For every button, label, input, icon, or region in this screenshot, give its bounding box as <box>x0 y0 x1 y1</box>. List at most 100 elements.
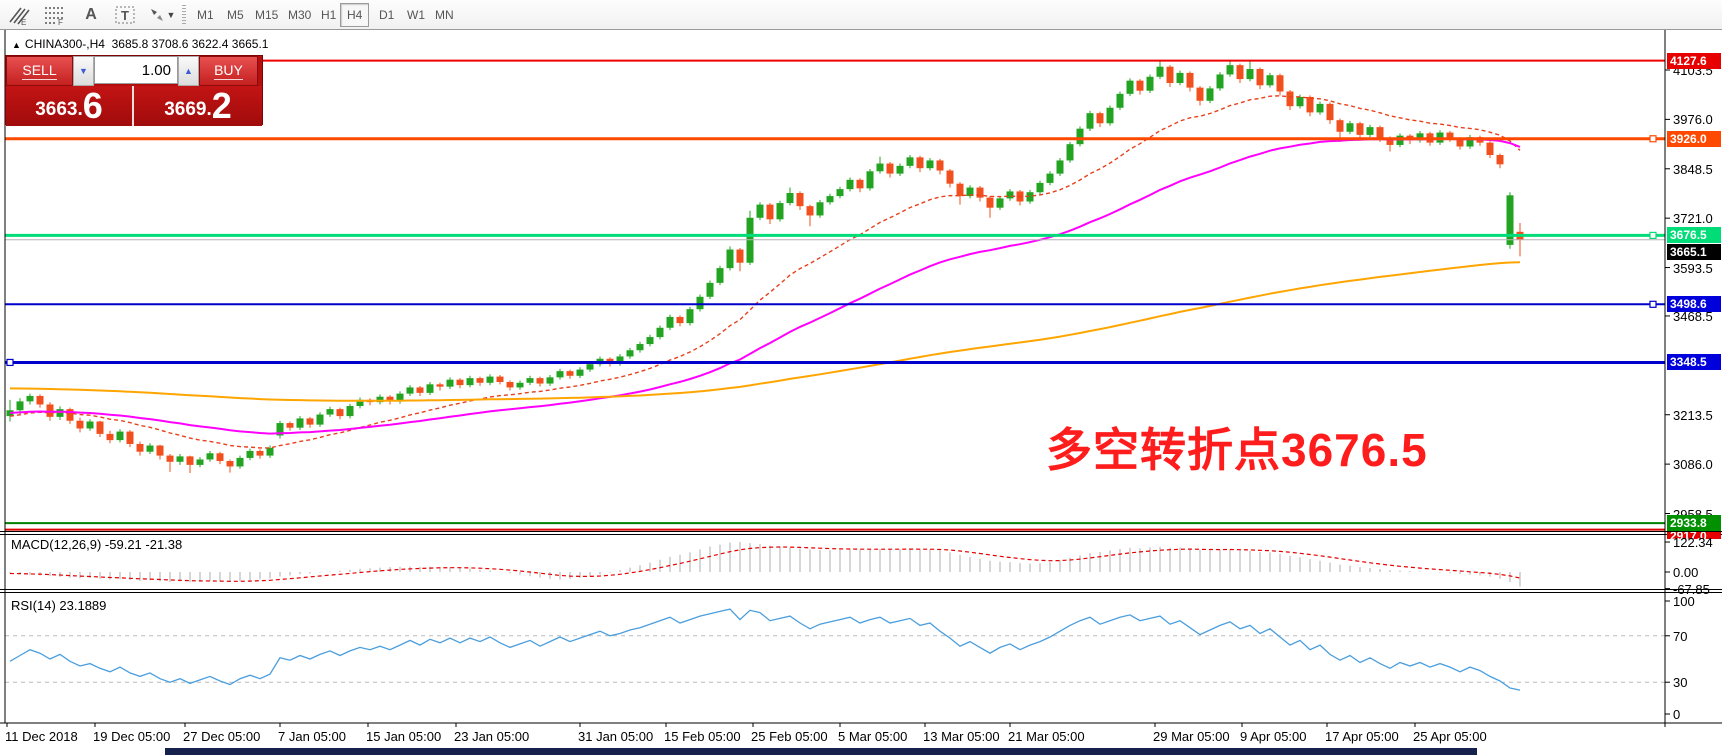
candle-body <box>376 396 384 403</box>
timeframe-button-mn[interactable]: MN <box>435 8 454 22</box>
price-badge-3926.0: 3926.0 <box>1667 130 1721 147</box>
fibonacci-tool-icon[interactable]: F <box>42 3 68 26</box>
hline-handle[interactable] <box>6 358 14 367</box>
arrow-tool-icon[interactable] <box>144 3 170 26</box>
candle-body <box>946 170 954 184</box>
candle-body <box>1216 74 1224 89</box>
candle-body <box>996 198 1004 208</box>
candle-body <box>166 455 174 462</box>
time-axis-label: 15 Feb 05:00 <box>664 729 741 744</box>
candle-body <box>476 378 484 383</box>
timeframe-button-d1[interactable]: D1 <box>379 8 395 22</box>
svg-text:E: E <box>21 18 26 26</box>
pitchfork-tool-icon[interactable]: E <box>6 3 32 26</box>
rsi-scale-label: 70 <box>1673 628 1688 644</box>
candle-body <box>86 421 94 429</box>
candle-body <box>36 395 44 405</box>
candle-body <box>1196 87 1204 101</box>
timeframe-button-m1[interactable]: M1 <box>197 8 214 22</box>
time-axis-label: 5 Mar 05:00 <box>838 729 908 744</box>
candle-body <box>126 431 134 444</box>
candle-body <box>1456 138 1464 147</box>
mid-ma-line <box>9 138 1521 435</box>
candle-body <box>426 384 434 393</box>
hline-handle[interactable] <box>1649 300 1657 308</box>
timeframe-button-w1[interactable]: W1 <box>407 8 425 22</box>
candle-body <box>656 327 664 338</box>
volume-decrease-button[interactable]: ▼ <box>73 56 94 86</box>
time-axis-label: 9 Apr 05:00 <box>1240 729 1307 744</box>
candle-body <box>326 409 334 415</box>
buy-price-button[interactable]: 3669. 2 <box>134 86 262 126</box>
rsi-indicator-label: RSI(14) 23.1889 <box>11 598 107 613</box>
hline-handle[interactable] <box>1649 135 1657 143</box>
sell-price-button[interactable]: 3663. 6 <box>6 86 134 126</box>
candle-body <box>636 344 644 351</box>
candle-body <box>626 350 634 357</box>
candle-body <box>916 157 924 169</box>
buy-price: 3669 <box>164 99 207 120</box>
label-tool-icon[interactable]: T <box>112 3 138 26</box>
timeframe-button-h4[interactable]: H4 <box>340 3 370 27</box>
candle-body <box>416 387 424 393</box>
volume-increase-button[interactable]: ▲ <box>178 56 199 86</box>
buy-price-pips: 2 <box>211 85 232 126</box>
candle-body <box>1226 65 1234 75</box>
candle-body <box>536 378 544 384</box>
candle-body <box>1056 160 1064 174</box>
candle-body <box>816 202 824 216</box>
time-axis-label: 7 Jan 05:00 <box>278 729 346 744</box>
price-badge-3665.1: 3665.1 <box>1667 244 1721 261</box>
candle-body <box>1096 113 1104 124</box>
candle-body <box>726 249 734 269</box>
candle-body <box>76 420 84 429</box>
candle-body <box>206 453 214 460</box>
price-badge-3348.5: 3348.5 <box>1667 354 1721 371</box>
rsi-scale-label: 100 <box>1673 594 1695 609</box>
timeframe-button-h1[interactable]: H1 <box>321 8 337 22</box>
toolbar-grip[interactable] <box>182 5 186 24</box>
candle-body <box>616 356 624 364</box>
hline-handle[interactable] <box>1649 231 1657 239</box>
candle-body <box>286 423 294 428</box>
candle-body <box>956 183 964 197</box>
candle-body <box>716 268 724 283</box>
candle-body <box>966 187 974 197</box>
time-axis-label: 23 Jan 05:00 <box>454 729 530 744</box>
candle-body <box>26 395 34 402</box>
candle-body <box>296 418 304 428</box>
candle-body <box>876 163 884 172</box>
price-badge-2917.0: 2917.0 <box>1667 532 1721 539</box>
chart-text-annotation[interactable]: 多空转折点3676.5 <box>1046 424 1428 476</box>
candle-body <box>1146 76 1154 91</box>
candle-body <box>226 461 234 467</box>
arrow-tool-dropdown-icon[interactable]: ▼ <box>166 9 176 20</box>
collapse-panel-icon[interactable]: ▲ <box>12 40 21 50</box>
timeframe-button-m15[interactable]: M15 <box>255 8 279 22</box>
candle-body <box>256 450 264 456</box>
candle-body <box>1166 66 1174 83</box>
price-badge-2933.8: 2933.8 <box>1667 515 1721 532</box>
bar-open: 3685.8 <box>111 37 149 51</box>
text-tool-icon[interactable]: A <box>85 5 97 23</box>
volume-input[interactable] <box>94 56 178 84</box>
timeframe-button-m5[interactable]: M5 <box>227 8 244 22</box>
price-badge-3676.5: 3676.5 <box>1667 227 1721 244</box>
sell-button[interactable]: SELL <box>6 56 73 86</box>
candle-body <box>526 378 534 383</box>
candle-body <box>806 206 814 216</box>
candle-body <box>676 316 684 324</box>
buy-button[interactable]: BUY <box>199 56 258 86</box>
candle-body <box>1246 69 1254 80</box>
candle-body <box>786 192 794 204</box>
candle-body <box>316 414 324 425</box>
candle-body <box>646 337 654 345</box>
time-axis-label: 17 Apr 05:00 <box>1325 729 1399 744</box>
candle-body <box>736 249 744 263</box>
candle-body <box>896 165 904 174</box>
timeframe-button-m30[interactable]: M30 <box>288 8 312 22</box>
candle-body <box>136 443 144 452</box>
candle-body <box>1306 96 1314 113</box>
symbol-header: ▲ CHINA300-,H4 3685.8 3708.6 3622.4 3665.… <box>12 37 268 51</box>
